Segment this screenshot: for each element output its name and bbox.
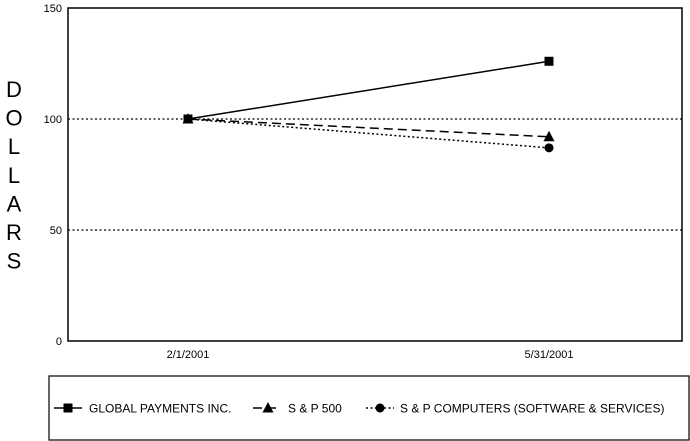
y-ticks: 0 50 100 150 (44, 3, 62, 348)
x-tick-label: 2/1/2001 (167, 349, 210, 361)
data-point-circle (544, 143, 554, 153)
data-point-square (544, 56, 554, 66)
legend-label: S & P COMPUTERS (SOFTWARE & SERVICES) (400, 402, 665, 416)
y-tick-label: 150 (44, 3, 62, 15)
y-axis-label-letter: S (7, 249, 22, 274)
y-tick-label: 50 (50, 225, 62, 237)
series-markers (182, 56, 555, 153)
legend-marker-circle (375, 403, 385, 413)
y-axis-label-letter: R (6, 220, 22, 245)
series-line-triangle (187, 118, 550, 138)
legend-label: S & P 500 (288, 402, 342, 416)
gridlines (68, 118, 682, 231)
y-tick-label: 100 (44, 114, 62, 126)
plot-frame (67, 7, 683, 342)
series-lines (187, 60, 550, 149)
x-ticks: 2/1/2001 5/31/2001 (167, 349, 574, 361)
x-tick-label: 5/31/2001 (525, 349, 574, 361)
y-axis-label-letter: O (5, 106, 22, 131)
y-axis-label-letter: A (7, 191, 22, 216)
legend-marker-triangle (262, 402, 274, 413)
y-axis-label-letter: L (8, 134, 20, 159)
series-line-circle (187, 118, 550, 149)
legend-box (48, 375, 690, 441)
legend-label: GLOBAL PAYMENTS INC. (89, 402, 231, 416)
y-axis-label-letter: L (8, 163, 20, 188)
y-axis-label-letter: D (6, 77, 22, 102)
legend: GLOBAL PAYMENTS INC. S & P 500 S & P COMPU… (54, 402, 665, 416)
legend-marker-square (63, 403, 73, 413)
data-point-triangle (543, 130, 555, 142)
data-point-circle (183, 114, 193, 124)
y-tick-label: 0 (56, 336, 62, 348)
series-line-square (187, 60, 550, 120)
